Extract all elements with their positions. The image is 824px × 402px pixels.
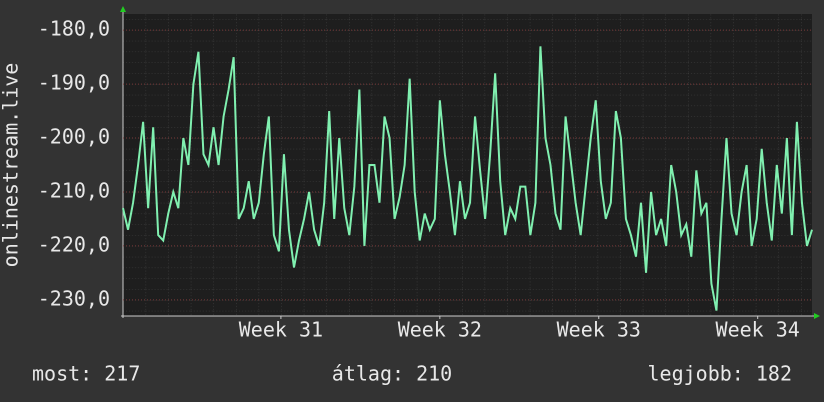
footer-average: átlag: 210 [332, 362, 452, 386]
data-line [122, 46, 813, 311]
y-axis-label: onlinestream.live [0, 63, 23, 268]
x-arrow [814, 313, 820, 319]
x-tick-label: Week 32 [398, 318, 482, 342]
footer-current: most: 217 [32, 362, 140, 386]
y-tick-label: -200,0 [38, 125, 110, 149]
x-tick-label: Week 33 [557, 318, 641, 342]
y-tick-label: -220,0 [38, 232, 110, 256]
x-tick-label: Week 31 [239, 318, 323, 342]
y-tick-label: -190,0 [38, 71, 110, 95]
x-tick-label: Week 34 [716, 318, 800, 342]
y-tick-label: -230,0 [38, 286, 110, 310]
minor-grid [123, 14, 812, 316]
footer-best: legjobb: 182 [648, 362, 793, 386]
y-tick-label: -210,0 [38, 178, 110, 202]
y-arrow [120, 6, 126, 12]
y-tick-label: -180,0 [38, 17, 110, 41]
